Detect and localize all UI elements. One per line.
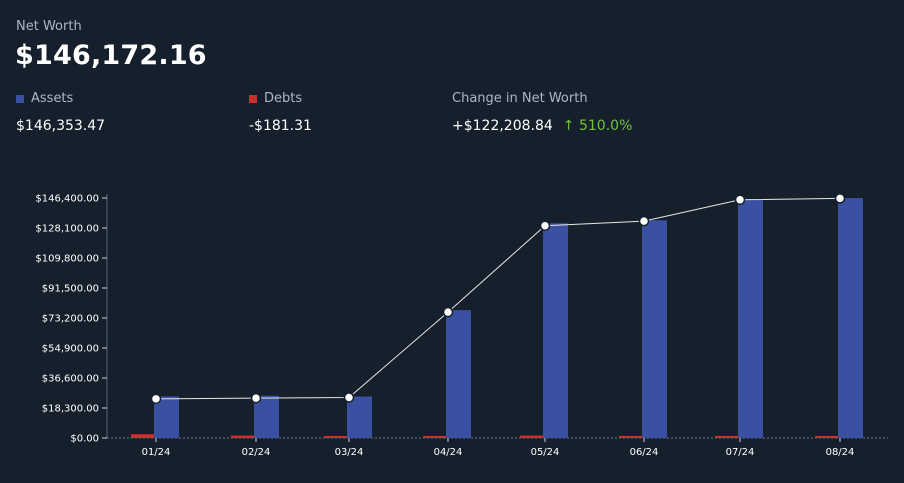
debt-bar <box>131 434 154 438</box>
assets-swatch <box>16 94 24 103</box>
arrow-up-icon: ↑ <box>562 118 575 134</box>
change-percent-value: 510.0% <box>578 118 633 134</box>
x-tick-label: 05/24 <box>531 447 560 458</box>
net-worth-value: $146,172.16 <box>15 40 207 71</box>
change-row: +$122,208.84 ↑ 510.0% <box>452 118 632 134</box>
x-tick-label: 01/24 <box>142 447 171 458</box>
assets-legend: Assets <box>16 91 73 106</box>
page-title: Net Worth <box>16 19 82 34</box>
assets-label: Assets <box>31 91 74 106</box>
debts-label: Debts <box>264 91 303 106</box>
y-tick-label: $91,500.00 <box>42 284 99 295</box>
change-label: Change in Net Worth <box>452 91 588 106</box>
debts-legend: Debts <box>249 91 302 106</box>
y-tick-label: $36,600.00 <box>42 374 99 385</box>
asset-bar <box>543 223 568 438</box>
net-worth-point <box>834 193 846 204</box>
debt-bar <box>619 436 642 438</box>
net-worth-line <box>155 197 841 400</box>
change-percent: ↑ 510.0% <box>563 118 633 134</box>
change-value: +$122,208.84 <box>452 118 553 134</box>
debt-bar <box>520 435 543 438</box>
net-worth-point <box>442 306 454 318</box>
y-tick-label: $0.00 <box>70 434 99 445</box>
debt-bar <box>231 435 254 438</box>
y-tick-label: $146,400.00 <box>35 194 99 205</box>
y-tick-label: $128,100.00 <box>35 224 99 235</box>
x-tick-label: 07/24 <box>726 447 755 458</box>
x-tick-label: 02/24 <box>242 447 271 458</box>
debt-bar <box>423 436 446 438</box>
x-tick-label: 06/24 <box>630 447 659 458</box>
x-tick-label: 04/24 <box>434 447 463 458</box>
net-worth-point <box>539 220 551 231</box>
debts-swatch <box>249 94 257 103</box>
asset-bar <box>642 220 667 438</box>
assets-value: $146,353.47 <box>16 118 106 134</box>
debts-value: -$181.31 <box>249 118 312 134</box>
debt-bar <box>815 436 838 438</box>
x-tick-label: 08/24 <box>826 447 855 458</box>
asset-bar <box>838 198 863 438</box>
y-tick-label: $109,800.00 <box>35 254 99 265</box>
debt-bar <box>324 436 347 438</box>
net-worth-point <box>638 215 650 227</box>
net-worth-point <box>150 393 162 405</box>
y-tick-label: $18,300.00 <box>42 404 99 415</box>
asset-bar <box>446 310 471 438</box>
asset-bar <box>738 199 763 438</box>
y-tick-label: $54,900.00 <box>42 344 99 355</box>
debt-bar <box>715 436 738 438</box>
y-tick-label: $73,200.00 <box>42 314 99 325</box>
net-worth-point <box>250 392 262 404</box>
net-worth-point <box>343 392 355 403</box>
asset-bar <box>347 396 372 438</box>
net-worth-point <box>734 194 746 206</box>
x-tick-label: 03/24 <box>335 447 364 458</box>
